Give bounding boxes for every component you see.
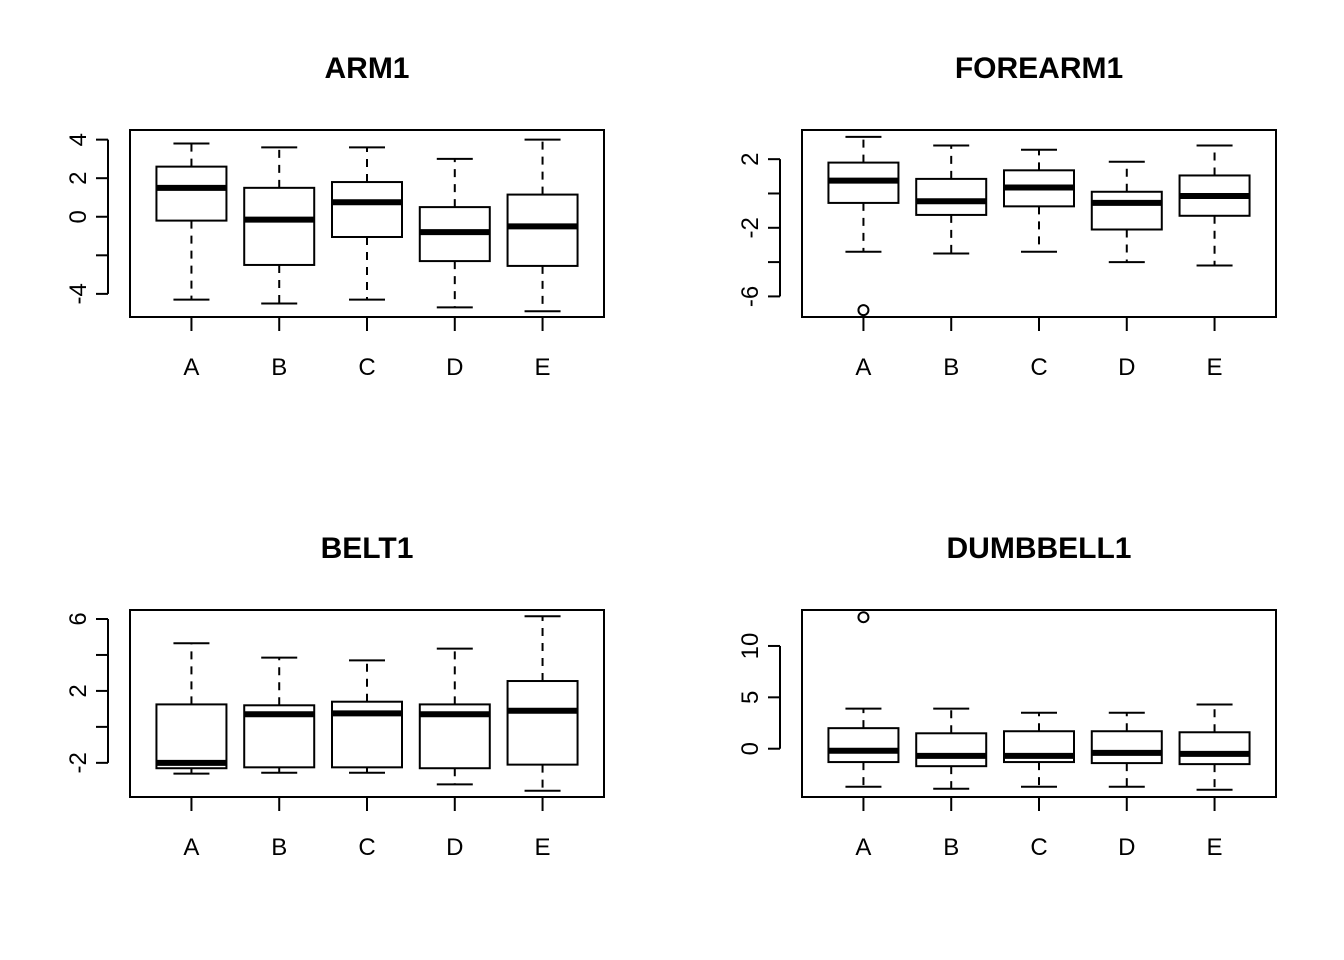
iqr-box xyxy=(915,732,988,768)
x-tick-label: A xyxy=(183,834,199,861)
x-tick-label: B xyxy=(943,354,959,381)
y-tick-label: 2 xyxy=(65,684,92,697)
x-tick-label: A xyxy=(855,834,871,861)
box-d xyxy=(418,647,491,786)
iqr-box xyxy=(155,165,228,222)
box-e xyxy=(506,138,579,313)
x-tick-label: A xyxy=(183,354,199,381)
chart-panel-belt1: BELT1 -2 2 6 A B C D E xyxy=(65,532,605,861)
box-a xyxy=(155,142,228,301)
iqr-box xyxy=(915,177,988,216)
x-tick-label: D xyxy=(1118,834,1135,861)
x-tick-label: E xyxy=(535,354,551,381)
x-tick-label: D xyxy=(446,354,463,381)
iqr-box xyxy=(243,186,316,266)
box-a xyxy=(827,611,900,788)
y-tick-label: -6 xyxy=(737,286,764,307)
y-tick-label: 2 xyxy=(737,152,764,165)
y-tick-label: 2 xyxy=(65,172,92,185)
box-d xyxy=(1090,711,1163,788)
y-tick-label: -4 xyxy=(65,283,92,304)
x-tick-label: C xyxy=(358,354,375,381)
outlier-point xyxy=(857,611,870,624)
box-d xyxy=(418,157,491,309)
iqr-box xyxy=(506,680,579,766)
x-tick-label: D xyxy=(446,834,463,861)
iqr-box xyxy=(1178,731,1251,766)
x-tick-label: B xyxy=(271,354,287,381)
iqr-box xyxy=(155,703,228,770)
x-tick-label: C xyxy=(1030,834,1047,861)
outlier-point xyxy=(857,304,870,317)
chart-panel-forearm1: FOREARM1 -6 -2 2 A B C D E xyxy=(737,52,1277,381)
box-c xyxy=(331,659,403,774)
chart-panel-arm1: ARM1 -4 0 2 4 A B C D E xyxy=(65,52,605,381)
box-c xyxy=(1003,148,1075,253)
box-b xyxy=(243,146,316,305)
box-e xyxy=(1178,144,1251,267)
y-tick-label: 0 xyxy=(737,742,764,755)
x-tick-label: E xyxy=(1207,834,1223,861)
y-tick-label: 4 xyxy=(65,133,92,146)
iqr-box xyxy=(827,727,900,764)
box-c xyxy=(331,146,403,301)
iqr-box xyxy=(331,181,403,238)
y-tick-label: -2 xyxy=(737,217,764,238)
box-c xyxy=(1003,711,1075,788)
x-tick-label: A xyxy=(855,354,871,381)
y-tick-label: 6 xyxy=(65,612,92,625)
y-tick-label: 5 xyxy=(737,691,764,704)
chart-title: ARM1 xyxy=(324,52,409,85)
box-e xyxy=(1178,703,1251,791)
iqr-box xyxy=(1090,730,1163,765)
y-tick-label: 0 xyxy=(65,210,92,223)
box-b xyxy=(915,707,988,790)
x-tick-label: C xyxy=(358,834,375,861)
iqr-box xyxy=(506,193,579,267)
x-tick-label: B xyxy=(943,834,959,861)
x-tick-label: E xyxy=(535,834,551,861)
box-a xyxy=(155,642,228,775)
box-b xyxy=(243,656,316,774)
chart-title: DUMBBELL1 xyxy=(947,532,1132,565)
chart-title: FOREARM1 xyxy=(955,52,1123,85)
chart-panel-dumbbell1: DUMBBELL1 0 5 10 A B C D E xyxy=(737,532,1277,861)
box-e xyxy=(506,615,579,792)
box-d xyxy=(1090,160,1163,264)
y-tick-label: 10 xyxy=(737,633,764,660)
y-tick-label: -2 xyxy=(65,752,92,773)
x-tick-label: C xyxy=(1030,354,1047,381)
box-b xyxy=(915,144,988,255)
chart-title: BELT1 xyxy=(321,532,414,565)
box-a xyxy=(827,135,900,317)
iqr-box xyxy=(1090,190,1163,231)
x-tick-label: D xyxy=(1118,354,1135,381)
x-tick-label: B xyxy=(271,834,287,861)
x-tick-label: E xyxy=(1207,354,1223,381)
